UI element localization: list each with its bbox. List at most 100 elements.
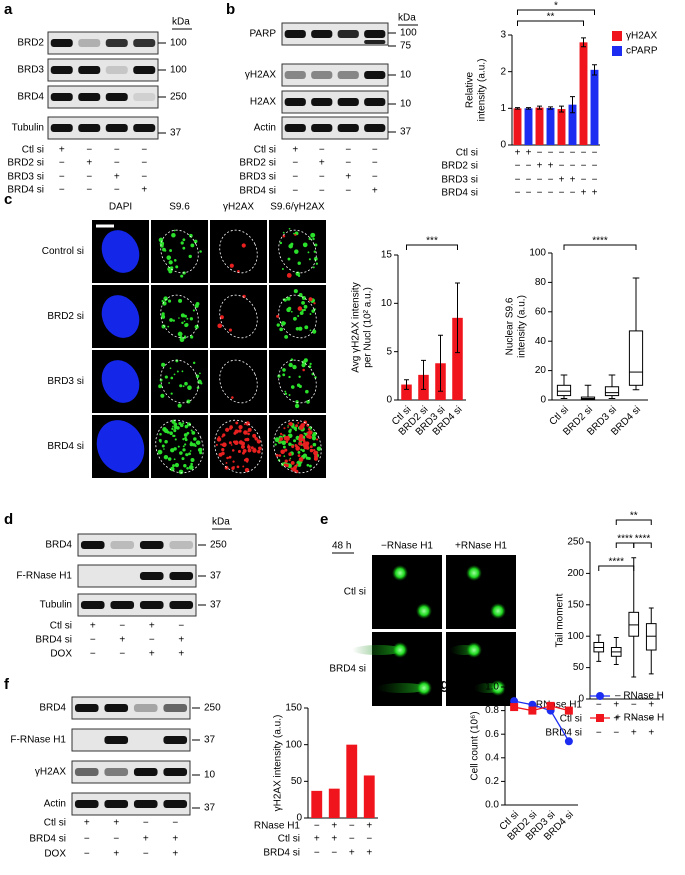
micro-dot <box>291 444 295 449</box>
micro-dot <box>295 424 299 428</box>
blot-band <box>139 601 164 609</box>
micro-dot <box>303 440 306 443</box>
micro-dot <box>171 232 176 238</box>
marker-label: 37 <box>170 128 182 139</box>
comet-head <box>392 642 408 658</box>
blot-row-label: γH2AX <box>245 70 276 81</box>
y-axis-label: Relative <box>465 72 476 109</box>
condition-sign: − <box>141 145 147 156</box>
condition-sign: − <box>143 818 149 829</box>
condition-label: RNase H1 <box>536 700 583 711</box>
blot-band <box>74 768 99 776</box>
micro-dot <box>303 308 306 312</box>
micro-dot <box>238 440 244 445</box>
micro-dot <box>173 373 176 376</box>
micro-dot <box>312 266 315 269</box>
blot-strip <box>77 593 197 617</box>
micro-image <box>210 350 267 413</box>
micro-dot <box>174 438 177 441</box>
micro-dot <box>198 372 201 375</box>
condition-sign: + <box>648 728 654 739</box>
micro-dot <box>282 234 286 238</box>
blot-band <box>104 800 129 808</box>
micro-dot <box>169 431 173 436</box>
micro-dot <box>282 368 286 372</box>
bar <box>546 107 555 145</box>
micro-dot <box>193 239 198 244</box>
condition-label: BRD2 si <box>441 161 478 172</box>
condition-sign: − <box>559 188 565 199</box>
panel-letter: d <box>4 511 13 528</box>
comet-tail <box>352 645 404 655</box>
condition-label: Ctl si <box>22 145 44 156</box>
micro-dot <box>307 251 310 254</box>
micro-dot <box>309 329 312 332</box>
nucleus <box>96 420 145 473</box>
micro-dot <box>315 438 319 441</box>
micro-dot <box>297 454 301 457</box>
significance-label: **** <box>617 534 633 545</box>
blot-band <box>105 66 128 74</box>
blot-band <box>133 39 156 47</box>
micro-dot <box>236 465 240 469</box>
micro-dot <box>247 444 250 446</box>
micro-dot <box>286 296 291 301</box>
micro-dot <box>288 459 291 462</box>
condition-sign: + <box>592 188 598 199</box>
blot-band <box>80 541 105 549</box>
micro-dot <box>243 430 248 435</box>
micro-dot <box>309 313 312 315</box>
blot-row-label: BRD3 <box>17 65 44 76</box>
micro-dot <box>281 268 284 271</box>
micro-dot <box>195 440 201 445</box>
condition-sign: + <box>90 621 96 632</box>
marker-label: 250 <box>204 703 221 714</box>
y-tick-label: 2 <box>500 66 506 77</box>
condition-sign: − <box>84 849 90 860</box>
condition-sign: − <box>113 834 119 845</box>
micro-dot <box>284 334 289 339</box>
error-bar <box>570 96 575 114</box>
series-line <box>514 705 570 712</box>
bar <box>328 788 340 818</box>
micro-dot <box>243 423 246 426</box>
blot-row-label: γH2AX <box>35 767 66 778</box>
condition-sign: − <box>349 821 355 832</box>
significance-bracket <box>517 20 584 26</box>
y-axis-label: Avg γH2AX intensity <box>351 282 362 372</box>
marker-label: 37 <box>204 803 216 814</box>
condition-sign: + <box>172 834 178 845</box>
condition-sign: − <box>319 145 325 156</box>
condition-sign: − <box>515 175 521 186</box>
nucleus-outline <box>160 229 199 274</box>
blot-row-label: PARP <box>250 29 277 40</box>
y-tick-label: 5 <box>386 346 392 357</box>
condition-sign: − <box>119 621 125 632</box>
micro-dot <box>288 243 293 249</box>
condition-label: Ctl si <box>456 148 478 159</box>
micro-dot <box>276 314 280 318</box>
whisker-high <box>560 374 568 386</box>
y-tick-label: 0 <box>500 140 506 151</box>
micro-col-label: S9.6/γH2AX <box>270 202 325 213</box>
condition-label: BRD4 si <box>7 185 44 196</box>
condition-sign: − <box>90 635 96 646</box>
micro-dot <box>313 456 318 461</box>
y-tick-label: 200 <box>567 568 584 579</box>
micro-dot <box>182 445 185 448</box>
micro-dot <box>219 315 224 320</box>
significance-label: ** <box>630 511 638 522</box>
blot-band <box>78 124 101 132</box>
micro-dot <box>161 312 165 316</box>
micro-dot <box>200 382 203 385</box>
condition-label: BRD3 si <box>7 172 44 183</box>
micro-dot <box>287 425 289 427</box>
micro-dot <box>254 437 258 441</box>
micro-dot <box>246 460 249 463</box>
y-axis-label: Nuclear S9.6 <box>505 297 516 355</box>
comet-col-label: +RNase H1 <box>455 541 507 552</box>
condition-sign: − <box>526 188 532 199</box>
y-tick-label: 60 <box>535 306 547 317</box>
blot-band <box>74 800 99 808</box>
condition-sign: − <box>143 849 149 860</box>
